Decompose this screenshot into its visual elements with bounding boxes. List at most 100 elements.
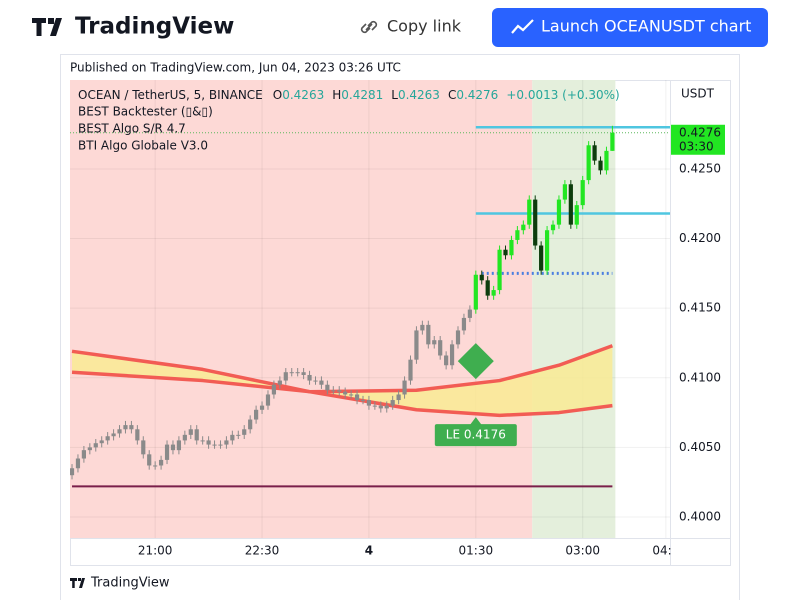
candle-body [123,425,128,430]
legend-part: L [391,88,398,102]
candle-body [473,274,478,310]
candle-body [556,199,562,225]
x-tick-label: 4 [365,544,373,558]
candle-body [259,405,265,410]
indicator-name: BTI Algo Globale V3.0 [78,139,208,153]
candle-body [586,145,591,181]
last-price-box [671,124,725,155]
candle-body [485,280,490,296]
candle-body [129,425,134,430]
candle-body [265,394,271,406]
candle-body [544,230,550,271]
candle-body [313,380,318,382]
signal-pointer [469,417,482,426]
candle-body [568,184,573,225]
candle-body [153,465,158,467]
y-tick-label: 0.4000 [679,509,721,523]
candle-body [414,330,419,360]
button-icon [511,19,534,34]
candle-body [598,160,603,171]
candle-body [420,324,425,331]
candle-body [200,440,205,442]
zone [70,80,533,538]
candle-body [111,433,116,437]
signal-label: LE 0.4176 [446,428,506,442]
link-icon [360,20,378,34]
candle-body [343,391,348,395]
plot: LE 0.4176 [70,80,670,538]
candle-body [574,205,579,225]
candle-body [509,239,514,256]
candle-body [218,444,223,446]
overlay-line [71,349,613,418]
legend-part: 0.4281 [341,88,383,102]
candle-body [349,394,354,396]
candle-body [467,309,472,318]
candle-body [449,344,455,366]
y-tick-label: 0.4150 [679,301,721,315]
x-tick-label: 21:00 [138,544,173,558]
copy-link[interactable]: Copy link [360,17,462,36]
candle-body [230,434,235,441]
candle-body [194,429,199,441]
brand: TradingView [75,14,234,40]
published: Published on TradingView.com, Jun 04, 20… [70,61,401,75]
candle-body [117,429,122,434]
logo-icon [32,18,62,36]
y-tick-label: 0.4100 [679,370,721,384]
candle-body [206,440,211,445]
candle-body [402,380,407,395]
axes: 0.4000 0.4050 0.4100 0.4150 0.4200 0.4250 21:0… [138,87,725,558]
button-bg [492,8,768,47]
candle-body [301,372,306,375]
candle-body [147,454,152,466]
currency: USDT [681,87,715,101]
candle-body [491,290,496,296]
candle-body [592,145,597,161]
footer-icon [70,578,85,588]
countdown: 03:30 [679,139,714,153]
legend-part: O [273,88,282,102]
y-tick-label: 0.4250 [679,161,721,175]
candle-body [533,199,538,246]
legend-part: C [448,88,456,102]
candle-body [390,400,395,406]
y-tick-label: 0.4200 [679,231,721,245]
candle-body [372,405,377,407]
symbol-line: OCEAN / TetherUS, 5, BINANCE O0.4263 H0.42… [78,88,620,102]
logo[interactable]: TradingView [32,14,234,40]
candle-body [254,409,259,420]
candle-body [562,184,567,200]
candle-body [432,340,437,345]
candle-body [319,380,324,385]
candle-body [396,394,401,401]
x-tick-label: 22:30 [245,544,280,558]
candle-body [170,444,176,451]
indicator-name: BEST Backtester (▯&▯) [78,105,213,119]
copy-link-text: Copy link [387,17,462,36]
x-tick-label: 01:30 [459,544,494,558]
candle-body [515,230,520,240]
candle-body [521,224,526,231]
legend-part: OCEAN / TetherUS, 5, BINANCE [78,88,263,102]
candle-body [277,380,282,385]
candle-body [70,468,75,476]
candle-body [479,274,484,281]
candle-body [539,245,544,271]
candle-body [248,419,253,430]
last-price: 0.4276 [679,125,721,139]
candle-body [182,434,187,441]
candle-body [176,440,182,451]
candle-body [135,429,140,441]
legend-part: 0.4276 [456,88,498,102]
zone [532,80,616,538]
launch-button[interactable]: Launch OCEANUSDT chart [492,8,768,47]
legend-part: H [332,88,341,102]
candle-body [289,372,294,374]
candle-body [295,372,300,374]
legend: OCEAN / TetherUS, 5, BINANCE O0.4263 H0.42… [78,88,620,153]
x-tick-label: 04:1 [652,544,679,558]
candle-body [283,372,288,381]
candle-body [93,443,98,448]
